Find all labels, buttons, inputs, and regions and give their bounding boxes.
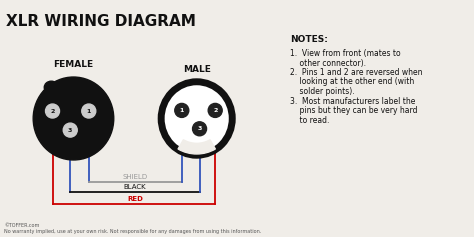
Text: ©TOFFER.com: ©TOFFER.com (4, 223, 39, 228)
Text: solder points).: solder points). (290, 87, 355, 96)
Text: to read.: to read. (290, 115, 329, 124)
Text: 1: 1 (180, 108, 184, 113)
Text: XLR WIRING DIAGRAM: XLR WIRING DIAGRAM (6, 14, 196, 29)
Text: BLACK: BLACK (124, 184, 146, 190)
Circle shape (82, 104, 96, 118)
Text: 3: 3 (68, 128, 73, 133)
Text: SHIELD: SHIELD (122, 174, 148, 180)
Text: 3.  Most manufacturers label the: 3. Most manufacturers label the (290, 96, 415, 105)
Text: No warranty implied, use at your own risk. Not responsible for any damages from : No warranty implied, use at your own ris… (4, 229, 261, 234)
Wedge shape (178, 140, 215, 154)
Circle shape (175, 103, 189, 117)
Text: looking at the other end (with: looking at the other end (with (290, 77, 414, 87)
Text: MALE: MALE (183, 65, 210, 74)
Text: FEMALE: FEMALE (54, 60, 93, 69)
Circle shape (192, 122, 207, 136)
Ellipse shape (33, 77, 114, 160)
Text: pins but they can be very hard: pins but they can be very hard (290, 106, 418, 115)
Circle shape (208, 103, 222, 117)
Text: 2: 2 (50, 109, 55, 114)
Text: RED: RED (127, 196, 143, 202)
Circle shape (46, 104, 60, 118)
Text: other connector).: other connector). (290, 59, 366, 68)
Ellipse shape (44, 81, 58, 94)
Ellipse shape (161, 82, 232, 155)
Text: 2.  Pins 1 and 2 are reversed when: 2. Pins 1 and 2 are reversed when (290, 68, 422, 77)
Circle shape (63, 123, 77, 137)
Text: NOTES:: NOTES: (290, 35, 328, 44)
Text: 1.  View from front (mates to: 1. View from front (mates to (290, 49, 401, 58)
Text: 1: 1 (87, 109, 91, 114)
Text: 2: 2 (213, 108, 218, 113)
Text: 3: 3 (197, 126, 202, 131)
